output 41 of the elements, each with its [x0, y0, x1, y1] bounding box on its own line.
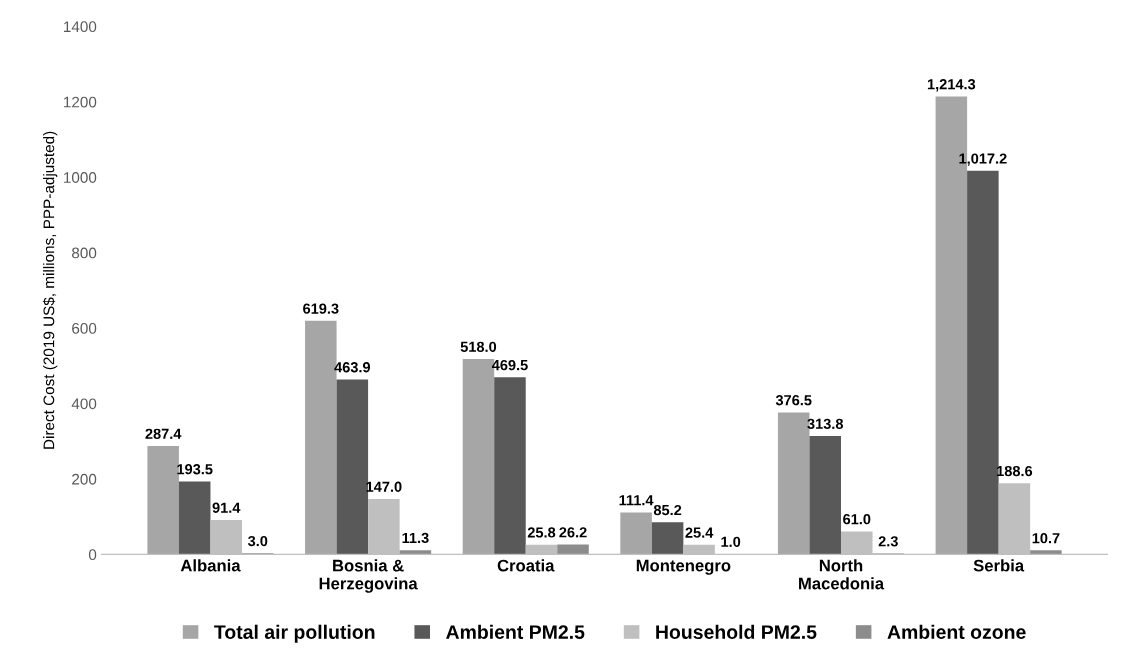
y-axis-title: Direct Cost (2019 US$, millions, PPP-adjusted): [42, 131, 58, 449]
x-tick-label: Albania: [180, 559, 241, 572]
data-label: 469.5: [491, 359, 528, 371]
data-label: 463.9: [334, 362, 371, 373]
x-tick-label: Bosnia & Herzegovina: [319, 559, 418, 593]
x-tick-label: North Macedonia: [799, 559, 885, 590]
y-tick-label: 600: [72, 322, 97, 334]
legend-label: Ambient PM2.5: [446, 624, 585, 639]
y-tick-label: 400: [71, 398, 97, 410]
y-tick-label: 200: [72, 473, 97, 485]
data-label: 1.0: [721, 536, 741, 547]
y-tick-label: 1200: [64, 96, 97, 108]
x-tick-label: Croatia: [497, 559, 555, 572]
data-label: 111.4: [619, 495, 654, 506]
legend-label: Household PM2.5: [656, 624, 817, 639]
data-label: 91.4: [212, 502, 241, 513]
data-label: 2.3: [878, 536, 898, 547]
data-label: 518.0: [460, 341, 497, 352]
legend-label: Total air pollution: [214, 624, 375, 643]
data-label: 619.3: [303, 303, 339, 314]
y-tick-label: 0: [88, 549, 97, 561]
data-label: 26.2: [559, 527, 587, 538]
data-label: 11.3: [402, 532, 429, 544]
data-label: 25.4: [685, 527, 714, 538]
data-label: 25.8: [527, 527, 556, 538]
data-label: 313.8: [807, 418, 844, 430]
x-tick-label: Serbia: [973, 559, 1025, 572]
data-label: 85.2: [653, 504, 682, 516]
data-label: 1,214.3: [927, 79, 976, 92]
data-label: 287.4: [145, 428, 182, 439]
x-tick-label: Montenegro: [636, 559, 731, 575]
data-label: 376.5: [775, 395, 812, 406]
data-label: 10.7: [1032, 532, 1060, 544]
data-label: 1,017.2: [959, 153, 1007, 166]
legend-label: Ambient ozone: [887, 624, 1026, 639]
y-tick-label: 1000: [64, 172, 97, 183]
y-tick-label: 1400: [64, 21, 97, 33]
y-tick-label: 800: [72, 247, 97, 259]
data-label: 3.0: [247, 535, 268, 547]
data-label: 193.5: [177, 464, 213, 475]
data-label: 61.0: [843, 514, 871, 525]
